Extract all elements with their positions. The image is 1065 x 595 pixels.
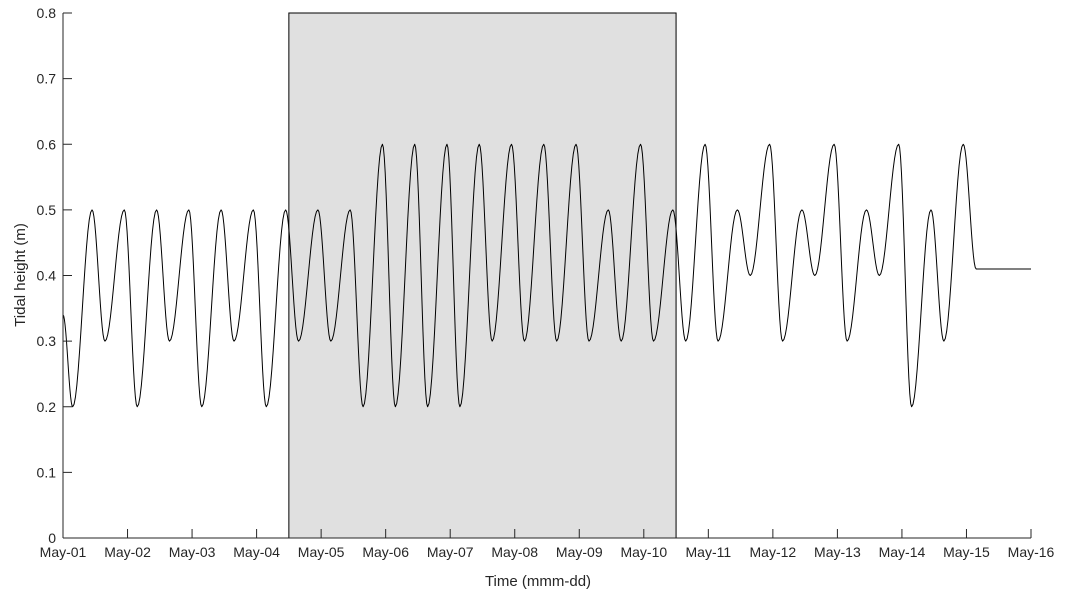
y-tick-layer: 0 0.1 0.2 0.3 0.4 0.5 0.6 0.7 0.8 [37,5,72,546]
y-tick-label: 0.8 [37,5,57,21]
x-tick-label: May-06 [362,544,409,560]
series-layer [62,143,1032,408]
x-tick-label: May-10 [620,544,667,560]
y-tick-label: 0.5 [37,202,57,218]
x-tick-label: May-04 [233,544,280,560]
x-tick-label: May-05 [298,544,345,560]
y-tick-label: 0.3 [37,333,57,349]
y-tick-label: 0.4 [37,268,57,284]
y-tick-label: 0.7 [37,71,57,87]
x-tick-label: May-15 [943,544,990,560]
shaded-region-layer [288,12,677,539]
y-axis-title: Tidal height (m) [12,223,29,327]
x-tick-label: May-11 [686,544,732,560]
x-tick-label: May-16 [1008,544,1055,560]
x-tick-label: May-08 [491,544,538,560]
series-line-1 [62,143,1032,408]
y-tick-label: 0.2 [37,399,57,415]
x-tick-label: May-09 [556,544,603,560]
x-tick-label: May-14 [879,544,926,560]
x-tick-label: May-13 [814,544,861,560]
x-axis-title: Time (mmm-dd) [485,573,591,590]
y-tick-label: 0.1 [37,464,57,480]
x-tick-label: May-03 [169,544,216,560]
y-tick-label: 0.6 [37,136,57,152]
x-tick-label: May-01 [40,544,87,560]
shaded-region [288,12,677,539]
x-tick-label: May-07 [427,544,474,560]
x-tick-label: May-12 [750,544,797,560]
y-tick-label: 0 [48,530,56,546]
x-tick-layer: May-01 May-02 May-03 May-04 May-05 May-06 May-… [40,529,1055,560]
x-tick-label: May-02 [104,544,151,560]
